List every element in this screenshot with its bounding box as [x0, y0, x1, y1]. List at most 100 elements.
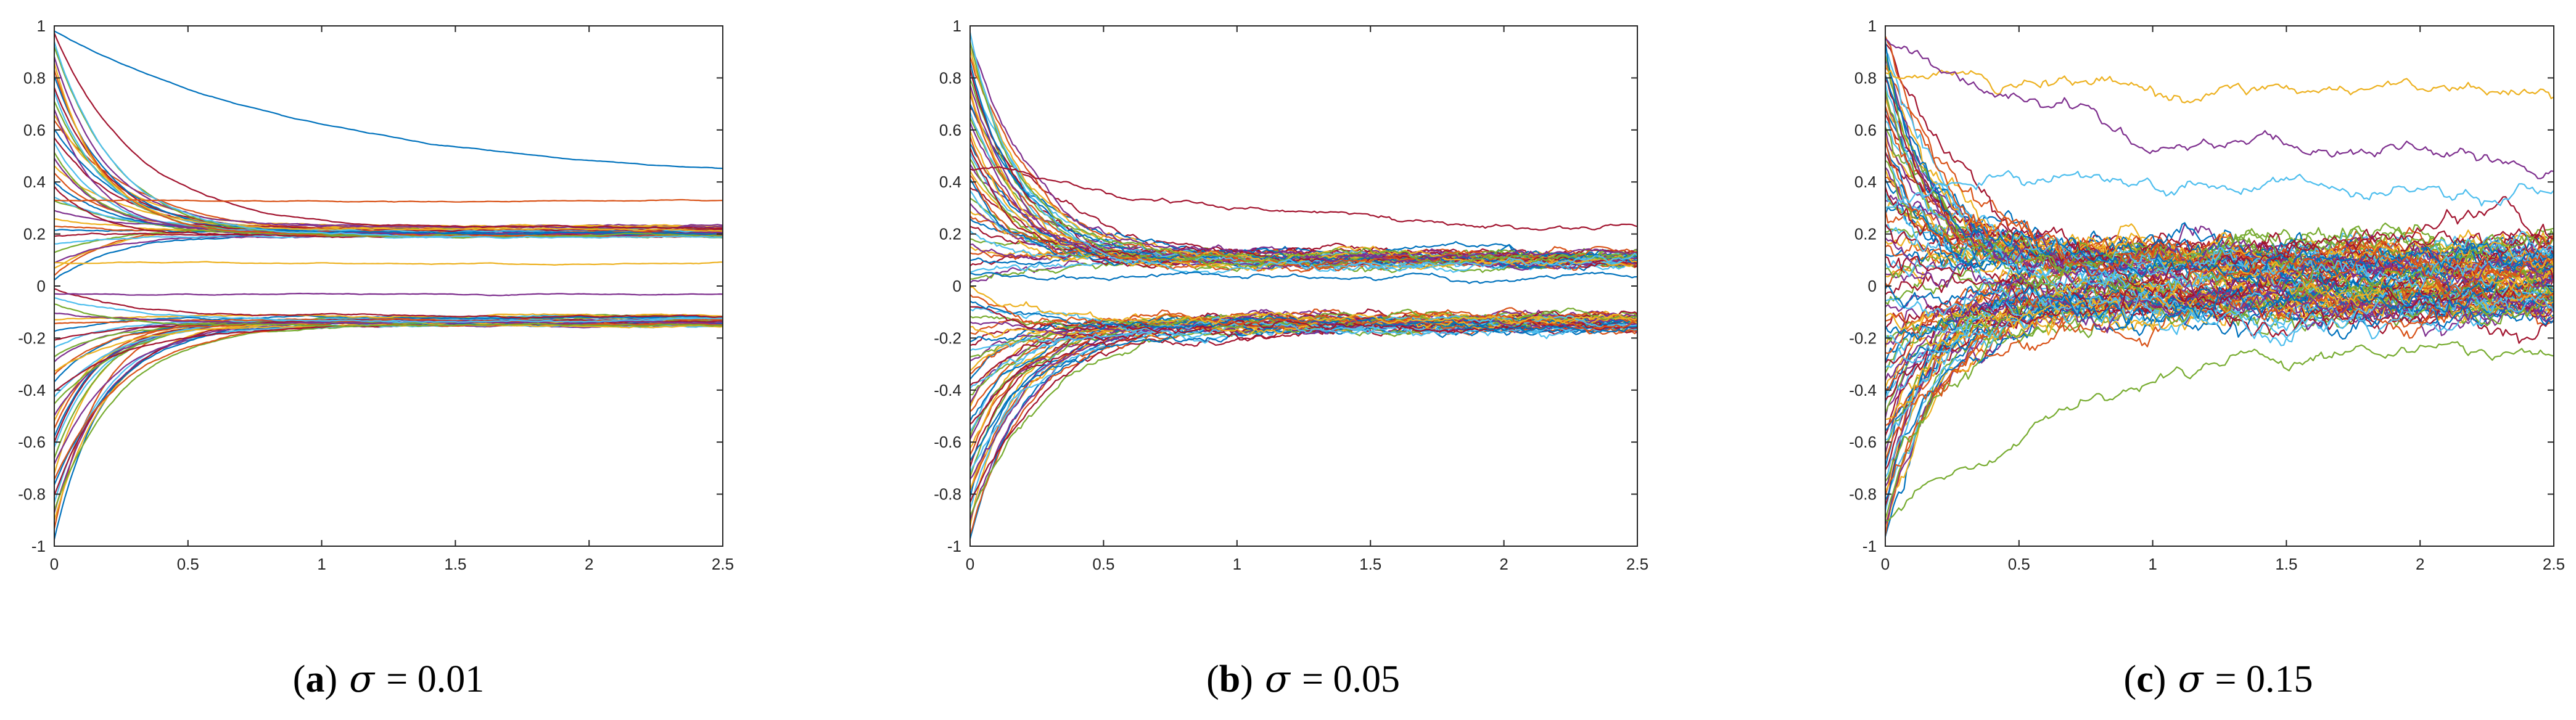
y-tick-label: -1: [947, 537, 961, 555]
series-line: [53, 324, 723, 504]
y-tick-label: 1: [1868, 17, 1877, 35]
y-tick-label: -0.8: [934, 485, 961, 504]
series-line: [969, 307, 1638, 333]
caption-symbol: σ: [1253, 658, 1302, 701]
caption-open: (: [1206, 658, 1219, 700]
series-line: [1885, 51, 2554, 291]
y-tick-label: 0.8: [939, 68, 961, 87]
x-tick-label: 0: [966, 555, 974, 573]
y-tick-label: 0: [1868, 277, 1877, 295]
series-line: [1884, 108, 2555, 279]
caption-open: (: [2124, 658, 2137, 700]
y-tick-label: 0: [37, 277, 46, 295]
caption-open: (: [293, 658, 306, 700]
x-tick-label: 2.5: [712, 555, 734, 573]
series-line: [53, 321, 723, 448]
subfigure-caption: (a) σ = 0.01: [293, 658, 484, 701]
y-tick-label: -1: [1862, 537, 1877, 555]
y-tick-label: 0.2: [1854, 225, 1877, 243]
series-line: [1884, 40, 2555, 287]
series-line: [54, 303, 723, 328]
series-line: [53, 33, 723, 229]
series-line: [969, 41, 1638, 265]
series-line: [1884, 270, 2554, 381]
y-tick-label: -0.2: [934, 329, 961, 347]
subfigure-caption: (b) σ = 0.05: [1206, 658, 1400, 701]
caption-equals: =: [2215, 658, 2245, 700]
y-tick-label: 0.6: [939, 121, 961, 139]
series-line: [1885, 263, 2554, 369]
series-line: [54, 288, 723, 319]
series-line: [969, 56, 1638, 268]
x-tick-label: 1.5: [2275, 555, 2297, 573]
series-line: [1885, 69, 2554, 104]
series-line: [53, 56, 723, 229]
series-line: [1885, 275, 2554, 401]
series-line: [53, 41, 723, 239]
y-tick-label: -0.2: [1849, 329, 1877, 347]
series-line: [1885, 67, 2554, 276]
series-group: [53, 30, 723, 540]
y-tick-label: -0.6: [934, 433, 961, 451]
caption-symbol: σ: [337, 658, 386, 701]
x-tick-label: 1: [1233, 555, 1241, 573]
subfigure-caption: (c) σ = 0.15: [2124, 658, 2313, 701]
series-line: [54, 297, 723, 324]
x-tick-label: 2.5: [2543, 555, 2565, 573]
caption-close: ): [1240, 658, 1253, 700]
series-line: [969, 32, 1638, 275]
series-line: [969, 166, 1638, 231]
series-line: [54, 317, 723, 416]
y-tick-label: 0.6: [1854, 121, 1877, 139]
caption-close: ): [2154, 658, 2167, 700]
y-tick-label: -0.4: [18, 381, 46, 399]
series-line: [969, 43, 1638, 264]
caption-value: 0.05: [1333, 658, 1400, 700]
y-tick-label: 1: [37, 17, 46, 35]
y-tick-label: -0.4: [934, 381, 961, 399]
series-line: [1885, 278, 2555, 340]
caption-symbol: σ: [2166, 658, 2215, 701]
series-line: [969, 319, 1638, 517]
y-tick-label: 0.8: [1854, 68, 1877, 87]
series-line: [54, 152, 723, 231]
series-line: [969, 271, 1638, 284]
series-line: [1885, 269, 2554, 316]
series-line: [53, 315, 723, 496]
series-line: [54, 198, 723, 203]
x-tick-label: 2: [1499, 555, 1508, 573]
y-tick-label: -0.6: [18, 433, 46, 451]
y-tick-label: 0.4: [1854, 173, 1877, 191]
series-line: [53, 319, 723, 465]
panel-a: 0 0.5 1 1.5 2 2.5 -1 -0.8 -0.6 -0.4 -0.2 0 0.2 0.4 0.6…: [18, 17, 734, 701]
y-tick-label: -1: [31, 537, 46, 555]
axes-box: [969, 25, 1638, 547]
series-line: [53, 76, 723, 235]
panel-c: 0 0.5 1 1.5 2 2.5 -1 -0.8 -0.6 -0.4 -0.2 0 0.2 0.4 0.6…: [1849, 17, 2565, 701]
y-tick-label: 0.8: [23, 68, 46, 87]
y-tick-label: -0.4: [1849, 381, 1877, 399]
series-line: [54, 120, 723, 235]
series-line: [969, 316, 1638, 539]
series-line: [1885, 170, 2554, 209]
caption-value: 0.01: [418, 658, 485, 700]
x-tick-label: 0: [1881, 555, 1890, 573]
x-tick-label: 0.5: [2008, 555, 2030, 573]
series-group: [1884, 36, 2555, 537]
y-tick-label: 0: [953, 277, 961, 295]
caption-letter: b: [1219, 658, 1240, 700]
series-line: [1884, 36, 2554, 297]
x-tick-label: 1: [317, 555, 326, 573]
series-line: [54, 292, 723, 297]
series-line: [53, 314, 723, 521]
series-line: [1885, 43, 2554, 287]
series-line: [969, 319, 1638, 503]
x-tick-label: 2.5: [1626, 555, 1648, 573]
y-tick-label: -0.8: [1849, 485, 1877, 504]
series-line: [53, 109, 723, 235]
series-line: [54, 142, 723, 232]
series-line: [53, 318, 723, 474]
x-tick-label: 0: [50, 555, 59, 573]
y-tick-label: 0.4: [939, 173, 961, 191]
